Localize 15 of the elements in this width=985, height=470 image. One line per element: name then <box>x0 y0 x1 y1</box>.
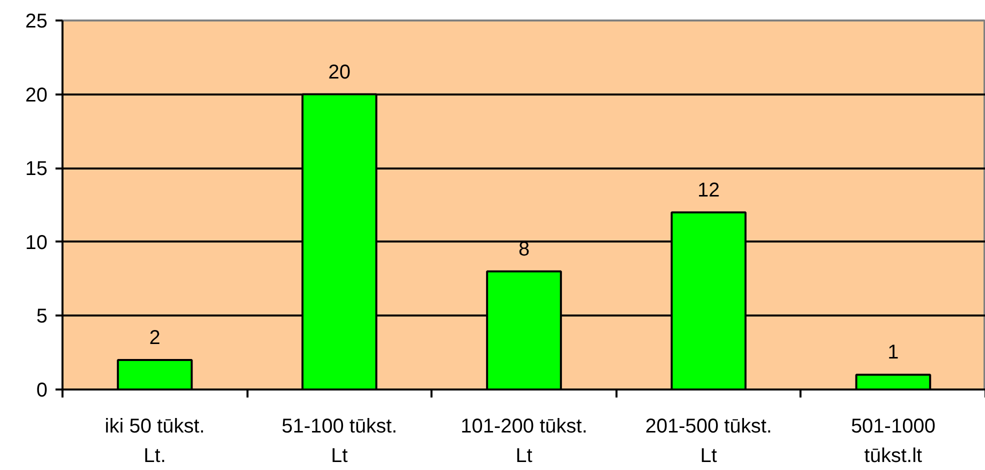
y-tick-label: 25 <box>25 10 48 32</box>
x-tick-label: 51-100 tūkst. Lt <box>282 416 398 468</box>
y-tick-label: 10 <box>25 232 48 254</box>
x-tick-label: 201-500 tūkst. Lt <box>645 416 772 468</box>
data-label: 1 <box>888 342 899 364</box>
y-tick-label: 5 <box>36 306 48 328</box>
y-tick-label: 0 <box>36 380 48 402</box>
x-tick-label: iki 50 tūkst. Lt. <box>104 416 205 468</box>
y-tick-label: 20 <box>25 84 48 106</box>
data-label: 20 <box>328 61 351 84</box>
data-label: 2 <box>149 326 160 349</box>
y-tick-label: 15 <box>25 158 48 180</box>
x-tick-label: 501-1000 tūkst.lt <box>850 416 936 468</box>
data-label: 12 <box>697 179 720 202</box>
x-tick-label: 101-200 tūkst. Lt <box>460 416 588 468</box>
